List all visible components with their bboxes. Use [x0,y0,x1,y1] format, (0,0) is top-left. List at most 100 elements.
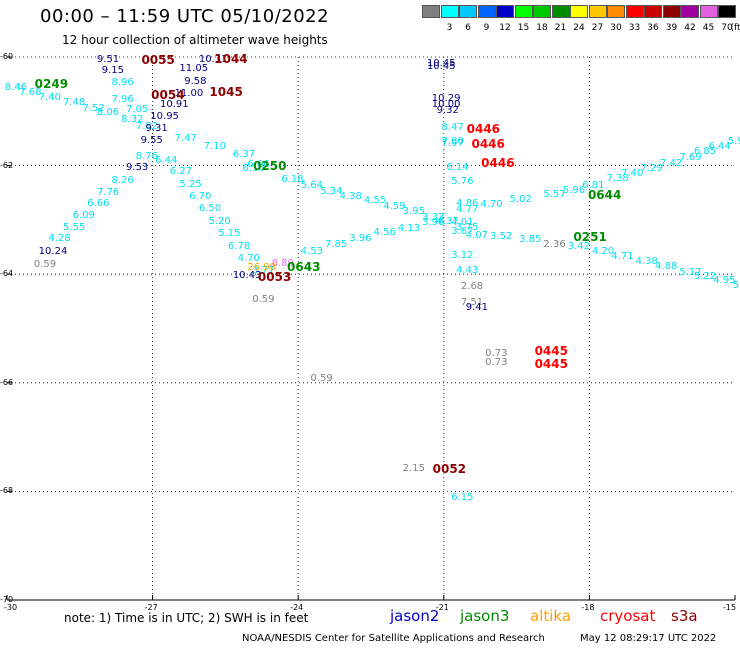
pass-time-label: 0055 [141,53,175,68]
swh-value: 11.00 [174,88,204,100]
swh-value: 10.91 [160,99,189,111]
swh-value: 7.42 [659,157,683,169]
legend-label: 42 [684,23,696,33]
legend-label: 27 [591,23,604,33]
swh-value: 5.64 [300,180,324,192]
swh-value: 6.66 [87,198,110,210]
swh-value: 7.80 [441,135,464,147]
legend-label: 15 [517,23,530,33]
swh-value: 9.41 [465,302,489,314]
swh-value: 4.70 [480,198,503,210]
swh-value: 7.29 [640,162,663,174]
satellite-jason2: jason2 [390,607,440,625]
swh-value: 4.28 [48,233,71,245]
swh-value: 6.18 [281,173,304,185]
swh-value: 7.96 [111,93,134,105]
swh-value: 8.06 [96,107,120,119]
satellite-altika: altika [530,607,572,625]
latitude-tick-label: -68 [0,486,14,496]
legend-swatch [681,5,699,18]
longitude-tick-label: -30 [4,603,18,612]
swh-value: 11.05 [179,62,209,74]
swh-value: 6.50 [198,203,222,215]
swh-value: 4.71 [611,251,634,263]
swh-value: 4.13 [397,222,421,234]
legend-swatch [718,5,736,18]
swh-value: 9.32 [436,104,459,116]
swh-value: 6.70 [189,191,212,203]
swh-value: 26.98 [247,261,276,273]
swh-value: 8.76 [135,151,158,163]
swh-value: 4.07 [465,230,489,242]
swh-value: 0.73 [485,348,508,360]
swh-value: 7.10 [203,141,226,153]
swh-value: 6.44 [708,141,731,153]
swh-value: 7.52 [82,102,105,114]
longitude-tick-label: -27 [144,603,158,612]
swh-value: 5.25 [179,178,202,190]
swh-value: 7.40 [621,167,644,179]
pass-time-label: 0250 [253,159,287,174]
swh-value: 3.96 [349,232,372,244]
pass-time-label: 1044 [214,52,248,67]
legend-swatch [699,5,718,18]
swh-value: 6.81 [582,180,605,192]
swh-value: 9.15 [101,65,125,77]
swh-value: 10.45 [426,60,456,72]
swh-value: 2.36 [543,238,566,250]
pass-time-label: 0054 [151,88,185,102]
map-title: 00:00 – 11:59 UTC 05/10/2022 [40,6,330,27]
swh-value: 4.01 [451,216,474,228]
swh-value: 5.20 [208,215,231,227]
legend-label: 30 [610,23,622,33]
swh-value: 3.96 [422,216,445,228]
swh-value: 7.69 [679,151,702,163]
swh-value: 8.46 [4,81,27,93]
pass-time-label: 0251 [573,230,607,245]
legend-swatch [459,5,477,18]
footnote: note: 1) Time is in UTC; 2) SWH is in fe… [64,611,309,625]
swh-value: 7.82 [135,121,158,133]
swh-value: 8.96 [111,77,134,89]
swh-value: 7.48 [62,97,86,109]
legend-swatch [644,5,662,18]
legend-label: 24 [573,23,585,33]
legend-swatch [477,5,496,18]
swh-value: 7.68 [19,86,42,98]
swh-value: 4.59 [383,200,406,212]
swh-value: 10.95 [150,110,179,122]
swh-value: 5.18 [732,280,740,292]
swh-value: 3.85 [519,233,542,245]
swh-value: 7.97 [441,138,464,150]
swh-value: 4.38 [635,256,658,268]
swh-value: 5.02 [509,194,532,206]
legend-swatch [514,5,533,18]
swh-value: 7.38 [606,172,629,184]
swh-value: 8.47 [441,122,464,134]
latitude-tick-label: -70 [0,595,14,604]
swh-value: 5.76 [451,176,474,188]
swh-value: 8.26 [111,174,134,186]
swh-value: 9.31 [145,123,168,135]
longitude-tick-label: -24 [290,603,304,612]
swh-value: 0.73 [485,356,508,368]
swh-value: 9.58 [184,75,207,87]
swh-value: 10.00 [431,98,461,110]
pass-time-label: 1045 [209,84,243,99]
legend-swatch [570,5,588,18]
swh-value: 4.55 [363,195,387,207]
swh-value: 8.32 [121,113,144,125]
satellite-s3a: s3a [671,607,698,625]
longitude-tick-label: -15 [723,603,737,612]
swh-value: 6.37 [232,148,256,160]
legend-label: 6 [465,23,471,33]
swh-value: 3.42 [567,241,590,253]
pass-time-label: 0446 [481,155,515,170]
swh-value: 4.95 [713,275,736,287]
swh-value: 5.34 [320,185,343,197]
swh-value: 0.59 [252,293,275,305]
swh-value: 4.20 [591,246,615,258]
generation-timestamp: May 12 08:29:17 UTC 2022 [580,633,717,644]
swh-value: 5.57 [543,188,566,200]
swh-value: 2.15 [402,463,425,475]
